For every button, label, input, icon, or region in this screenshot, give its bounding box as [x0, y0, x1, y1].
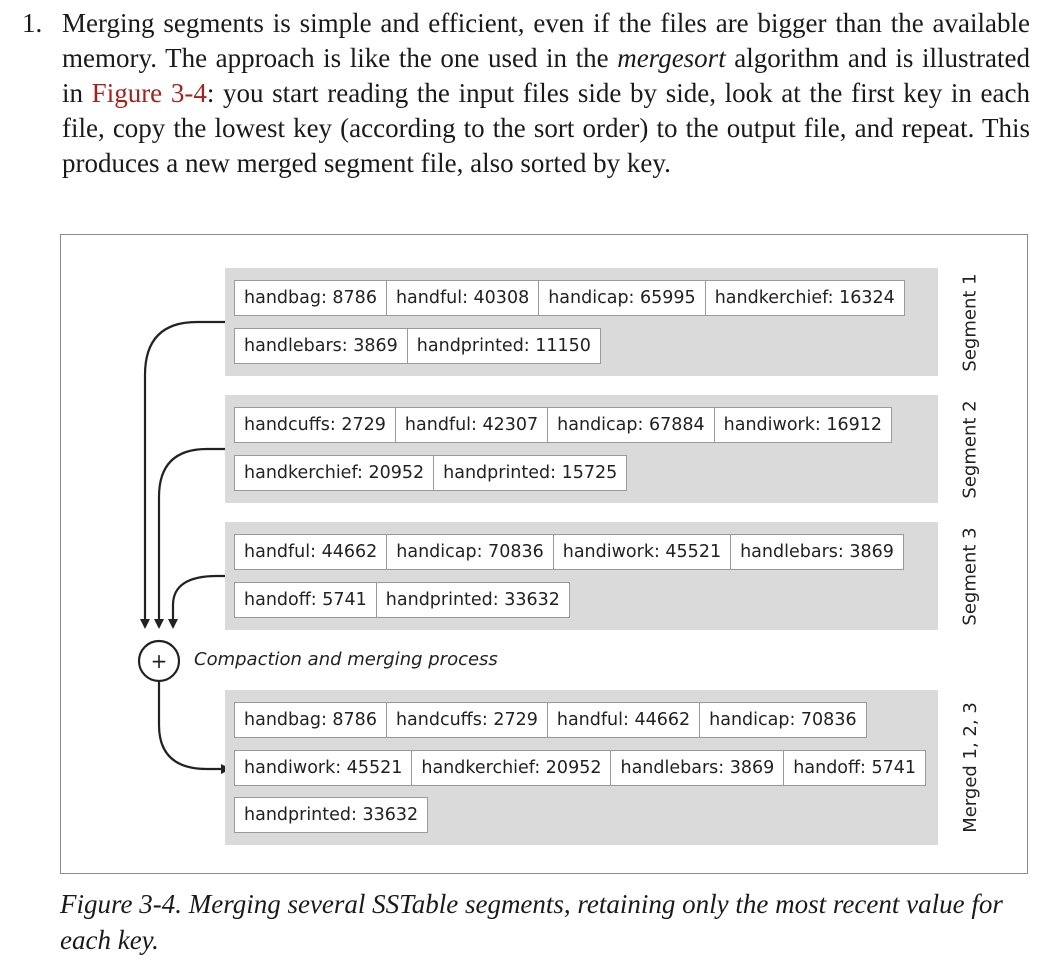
process-label: Compaction and merging process	[194, 649, 498, 670]
segment-1-row-1: handbag: 8786 handful: 40308 handicap: 6…	[234, 280, 905, 316]
merged-row-2: handiwork: 45521 handkerchief: 20952 han…	[234, 750, 927, 786]
key-value-cell: handlebars: 3869	[730, 534, 904, 570]
key-value-cell: handprinted: 33632	[234, 797, 429, 833]
key-value-cell: handful: 42307	[394, 407, 549, 443]
segment-2-row-2: handkerchief: 20952 handprinted: 15725	[234, 455, 628, 491]
merged-segment: handbag: 8786 handcuffs: 2729 handful: 4…	[225, 690, 938, 845]
key-value-cell: handkerchief: 20952	[411, 750, 612, 786]
segment-3-row-1: handful: 44662 handicap: 70836 handiwork…	[234, 534, 904, 570]
figure-merge-diagram: + handbag: 8786 handful: 40308 handicap:…	[60, 234, 1028, 874]
key-value-cell: handful: 40308	[385, 280, 540, 316]
key-value-cell: handful: 44662	[546, 702, 701, 738]
segment-2-label: Segment 2	[959, 399, 981, 499]
segment-2-row-1: handcuffs: 2729 handful: 42307 handicap:…	[234, 407, 892, 443]
paragraph-text: Merging segments is simple and efficient…	[62, 6, 1030, 181]
key-value-cell: handicap: 70836	[386, 534, 554, 570]
key-value-cell: handcuffs: 2729	[385, 702, 548, 738]
merged-row-3: handprinted: 33632	[234, 797, 429, 833]
key-value-cell: handoff: 5741	[234, 582, 377, 618]
segment-3-label: Segment 3	[959, 526, 981, 626]
segment-1-label: Segment 1	[959, 272, 981, 372]
merged-label: Merged 1, 2, 3	[959, 702, 981, 833]
emphasis-mergesort: mergesort	[617, 43, 726, 73]
key-value-cell: handbag: 8786	[234, 702, 387, 738]
key-value-cell: handiwork: 45521	[234, 750, 413, 786]
segment-2: handcuffs: 2729 handful: 42307 handicap:…	[225, 395, 938, 503]
paragraph-text-part2: algorithm and is illustrated in	[62, 43, 1030, 108]
flow-line-output	[157, 681, 231, 774]
key-value-cell: handoff: 5741	[783, 750, 927, 786]
key-value-cell: handlebars: 3869	[234, 328, 408, 364]
body-paragraph: 1. Merging segments is simple and effici…	[22, 6, 1030, 181]
merge-symbol: +	[151, 649, 168, 673]
key-value-cell: handicap: 70836	[699, 702, 867, 738]
key-value-cell: handprinted: 33632	[375, 582, 570, 618]
key-value-cell: handbag: 8786	[234, 280, 387, 316]
key-value-cell: handlebars: 3869	[610, 750, 785, 786]
paragraph-text-part3: : you start reading the input files side…	[62, 78, 1030, 178]
key-value-cell: handiwork: 16912	[713, 407, 892, 443]
key-value-cell: handprinted: 15725	[433, 455, 628, 491]
list-number: 1.	[22, 8, 43, 38]
key-value-cell: handful: 44662	[234, 534, 388, 570]
flow-line-segment-3	[168, 574, 225, 629]
key-value-cell: handkerchief: 20952	[234, 455, 435, 491]
flow-line-segment-1	[140, 320, 225, 629]
key-value-cell: handicap: 65995	[538, 280, 706, 316]
key-value-cell: handiwork: 45521	[552, 534, 732, 570]
paragraph-text-part1: Merging segments is simple and efficient…	[62, 8, 1030, 73]
merge-flow-lines: +	[137, 320, 231, 774]
key-value-cell: handkerchief: 16324	[704, 280, 905, 316]
key-value-cell: handicap: 67884	[547, 407, 715, 443]
figure-caption: Figure 3-4. Merging several SSTable segm…	[60, 889, 1003, 955]
merged-row-1: handbag: 8786 handcuffs: 2729 handful: 4…	[234, 702, 867, 738]
segment-3: handful: 44662 handicap: 70836 handiwork…	[225, 522, 938, 630]
merge-circle	[137, 639, 181, 683]
key-value-cell: handprinted: 11150	[406, 328, 601, 364]
segment-1-row-2: handlebars: 3869 handprinted: 11150	[234, 328, 601, 364]
segment-3-row-2: handoff: 5741 handprinted: 33632	[234, 582, 570, 618]
figure-link[interactable]: Figure 3-4	[91, 78, 207, 108]
flow-line-segment-2	[154, 447, 225, 629]
segment-1: handbag: 8786 handful: 40308 handicap: 6…	[225, 268, 938, 376]
key-value-cell: handcuffs: 2729	[234, 407, 396, 443]
